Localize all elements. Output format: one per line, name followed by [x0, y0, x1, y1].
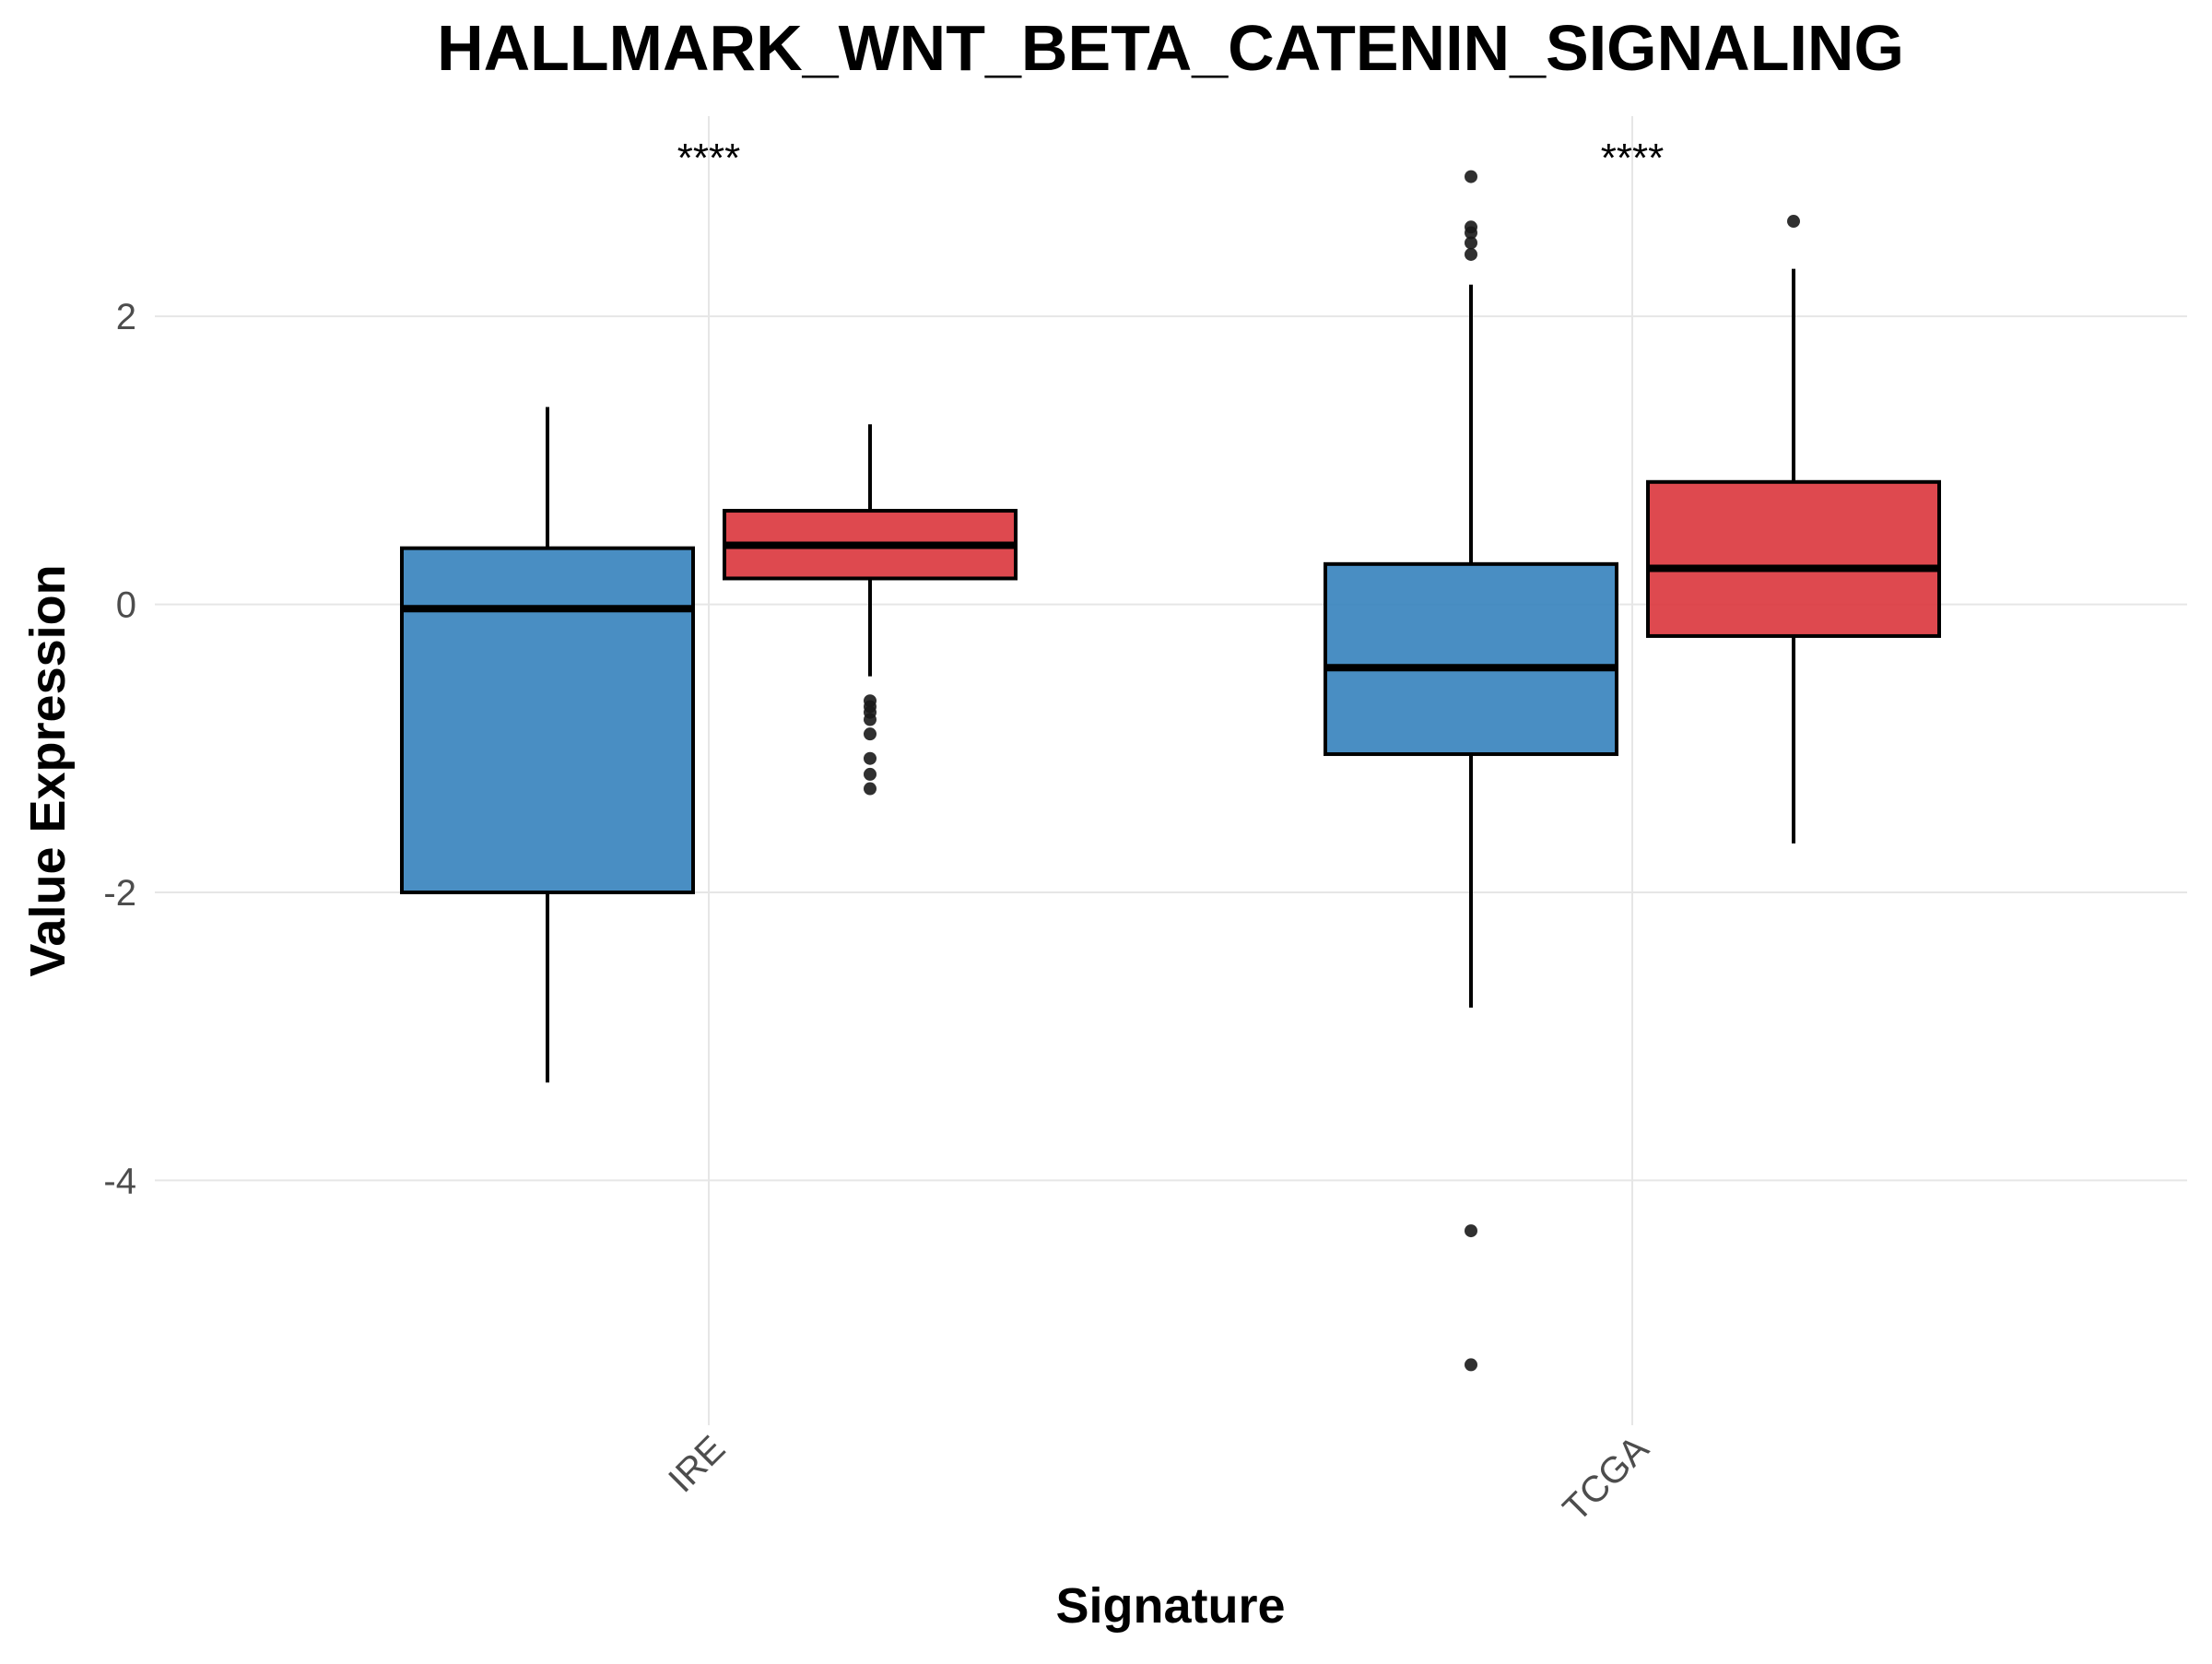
annotation: ****	[1601, 136, 1665, 181]
x-axis-title: Signature	[1055, 1578, 1285, 1634]
y-axis-title: Value Expression	[20, 564, 76, 976]
outlier	[864, 727, 877, 741]
outlier	[1465, 226, 1477, 240]
box	[1646, 479, 1941, 638]
outlier	[864, 713, 877, 726]
y-tick-label: 0	[116, 585, 136, 626]
annotation: ****	[677, 136, 741, 181]
outlier	[1465, 236, 1477, 250]
box	[1324, 561, 1618, 757]
y-tick-label: 2	[116, 297, 136, 337]
x-tick-label: IRE	[661, 1428, 733, 1500]
outlier	[864, 782, 877, 796]
outlier	[1465, 247, 1477, 261]
outlier	[1465, 170, 1477, 183]
box	[400, 546, 695, 895]
outlier	[1465, 1358, 1477, 1372]
y-tick-label: -4	[103, 1161, 136, 1201]
y-tick-label: -2	[103, 873, 136, 914]
outlier	[1465, 1224, 1477, 1238]
chart-title: HALLMARK_WNT_BETA_CATENIN_SIGNALING	[437, 12, 1904, 84]
outlier	[864, 751, 877, 765]
outlier	[1787, 215, 1800, 229]
x-tick-label: TCGA	[1556, 1428, 1657, 1529]
outlier	[864, 767, 877, 781]
